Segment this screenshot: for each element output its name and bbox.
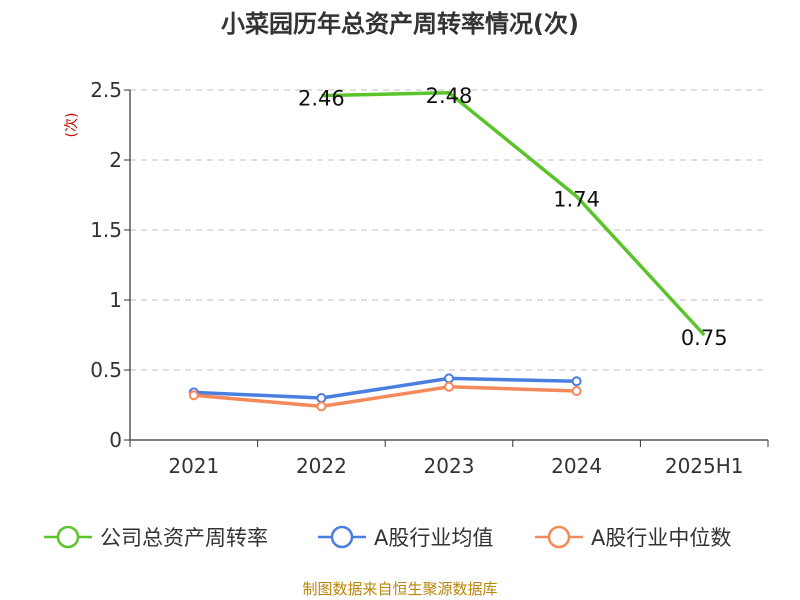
- data-point: [444, 381, 454, 392]
- legend-marker: [547, 525, 571, 549]
- y-tick-label: 2: [109, 148, 122, 172]
- data-label: 0.75: [681, 326, 728, 350]
- y-axis-label: (次): [64, 113, 80, 138]
- y-tick-label: 1: [109, 288, 122, 312]
- data-point: [316, 393, 327, 403]
- legend-item-2[interactable]: A股行业中位数: [535, 525, 731, 550]
- data-labels: 2.46 2.48 1.74 0.75: [298, 84, 728, 350]
- legend-marker: [56, 525, 80, 549]
- series-layer: [188, 91, 706, 412]
- legend-marker: [330, 525, 354, 549]
- legend-label: A股行业均值: [374, 526, 493, 550]
- legend-label: 公司总资产周转率: [100, 526, 268, 550]
- data-point: [444, 373, 454, 384]
- data-label: 2.48: [426, 84, 473, 108]
- x-tick-label: 2021: [168, 454, 219, 478]
- data-point: [188, 390, 199, 401]
- y-tick-label: 1.5: [90, 218, 122, 242]
- series-line-0: [321, 91, 706, 337]
- chart-title: 小菜园历年总资产周转率情况(次): [221, 10, 579, 38]
- legend[interactable]: 公司总资产周转率 A股行业均值 A股行业中位数: [44, 525, 731, 550]
- data-point: [316, 401, 327, 412]
- legend-item-0[interactable]: 公司总资产周转率: [44, 525, 268, 550]
- grid: [130, 89, 768, 371]
- x-tick-label: 2025H1: [665, 454, 744, 478]
- y-tick-label: 0.5: [90, 358, 122, 382]
- y-tick-label: 2.5: [90, 78, 122, 102]
- data-point: [571, 376, 582, 387]
- legend-label: A股行业中位数: [591, 526, 731, 550]
- x-tick-label: 2022: [296, 454, 347, 478]
- y-tick-label: 0: [109, 428, 122, 452]
- source-note: 制图数据来自恒生聚源数据库: [302, 580, 497, 598]
- axes: 0 0.5 1 1.5 2 2.5 2021 2022 2023 2024 2025H1: [90, 78, 769, 478]
- x-tick-label: 2024: [551, 454, 602, 478]
- data-label: 2.46: [298, 87, 345, 111]
- legend-item-1[interactable]: A股行业均值: [318, 525, 493, 550]
- series-line-1: [193, 376, 577, 400]
- data-label: 1.74: [553, 187, 600, 211]
- x-tick-label: 2023: [424, 454, 475, 478]
- data-point: [571, 386, 582, 396]
- series-line-2: [193, 385, 577, 409]
